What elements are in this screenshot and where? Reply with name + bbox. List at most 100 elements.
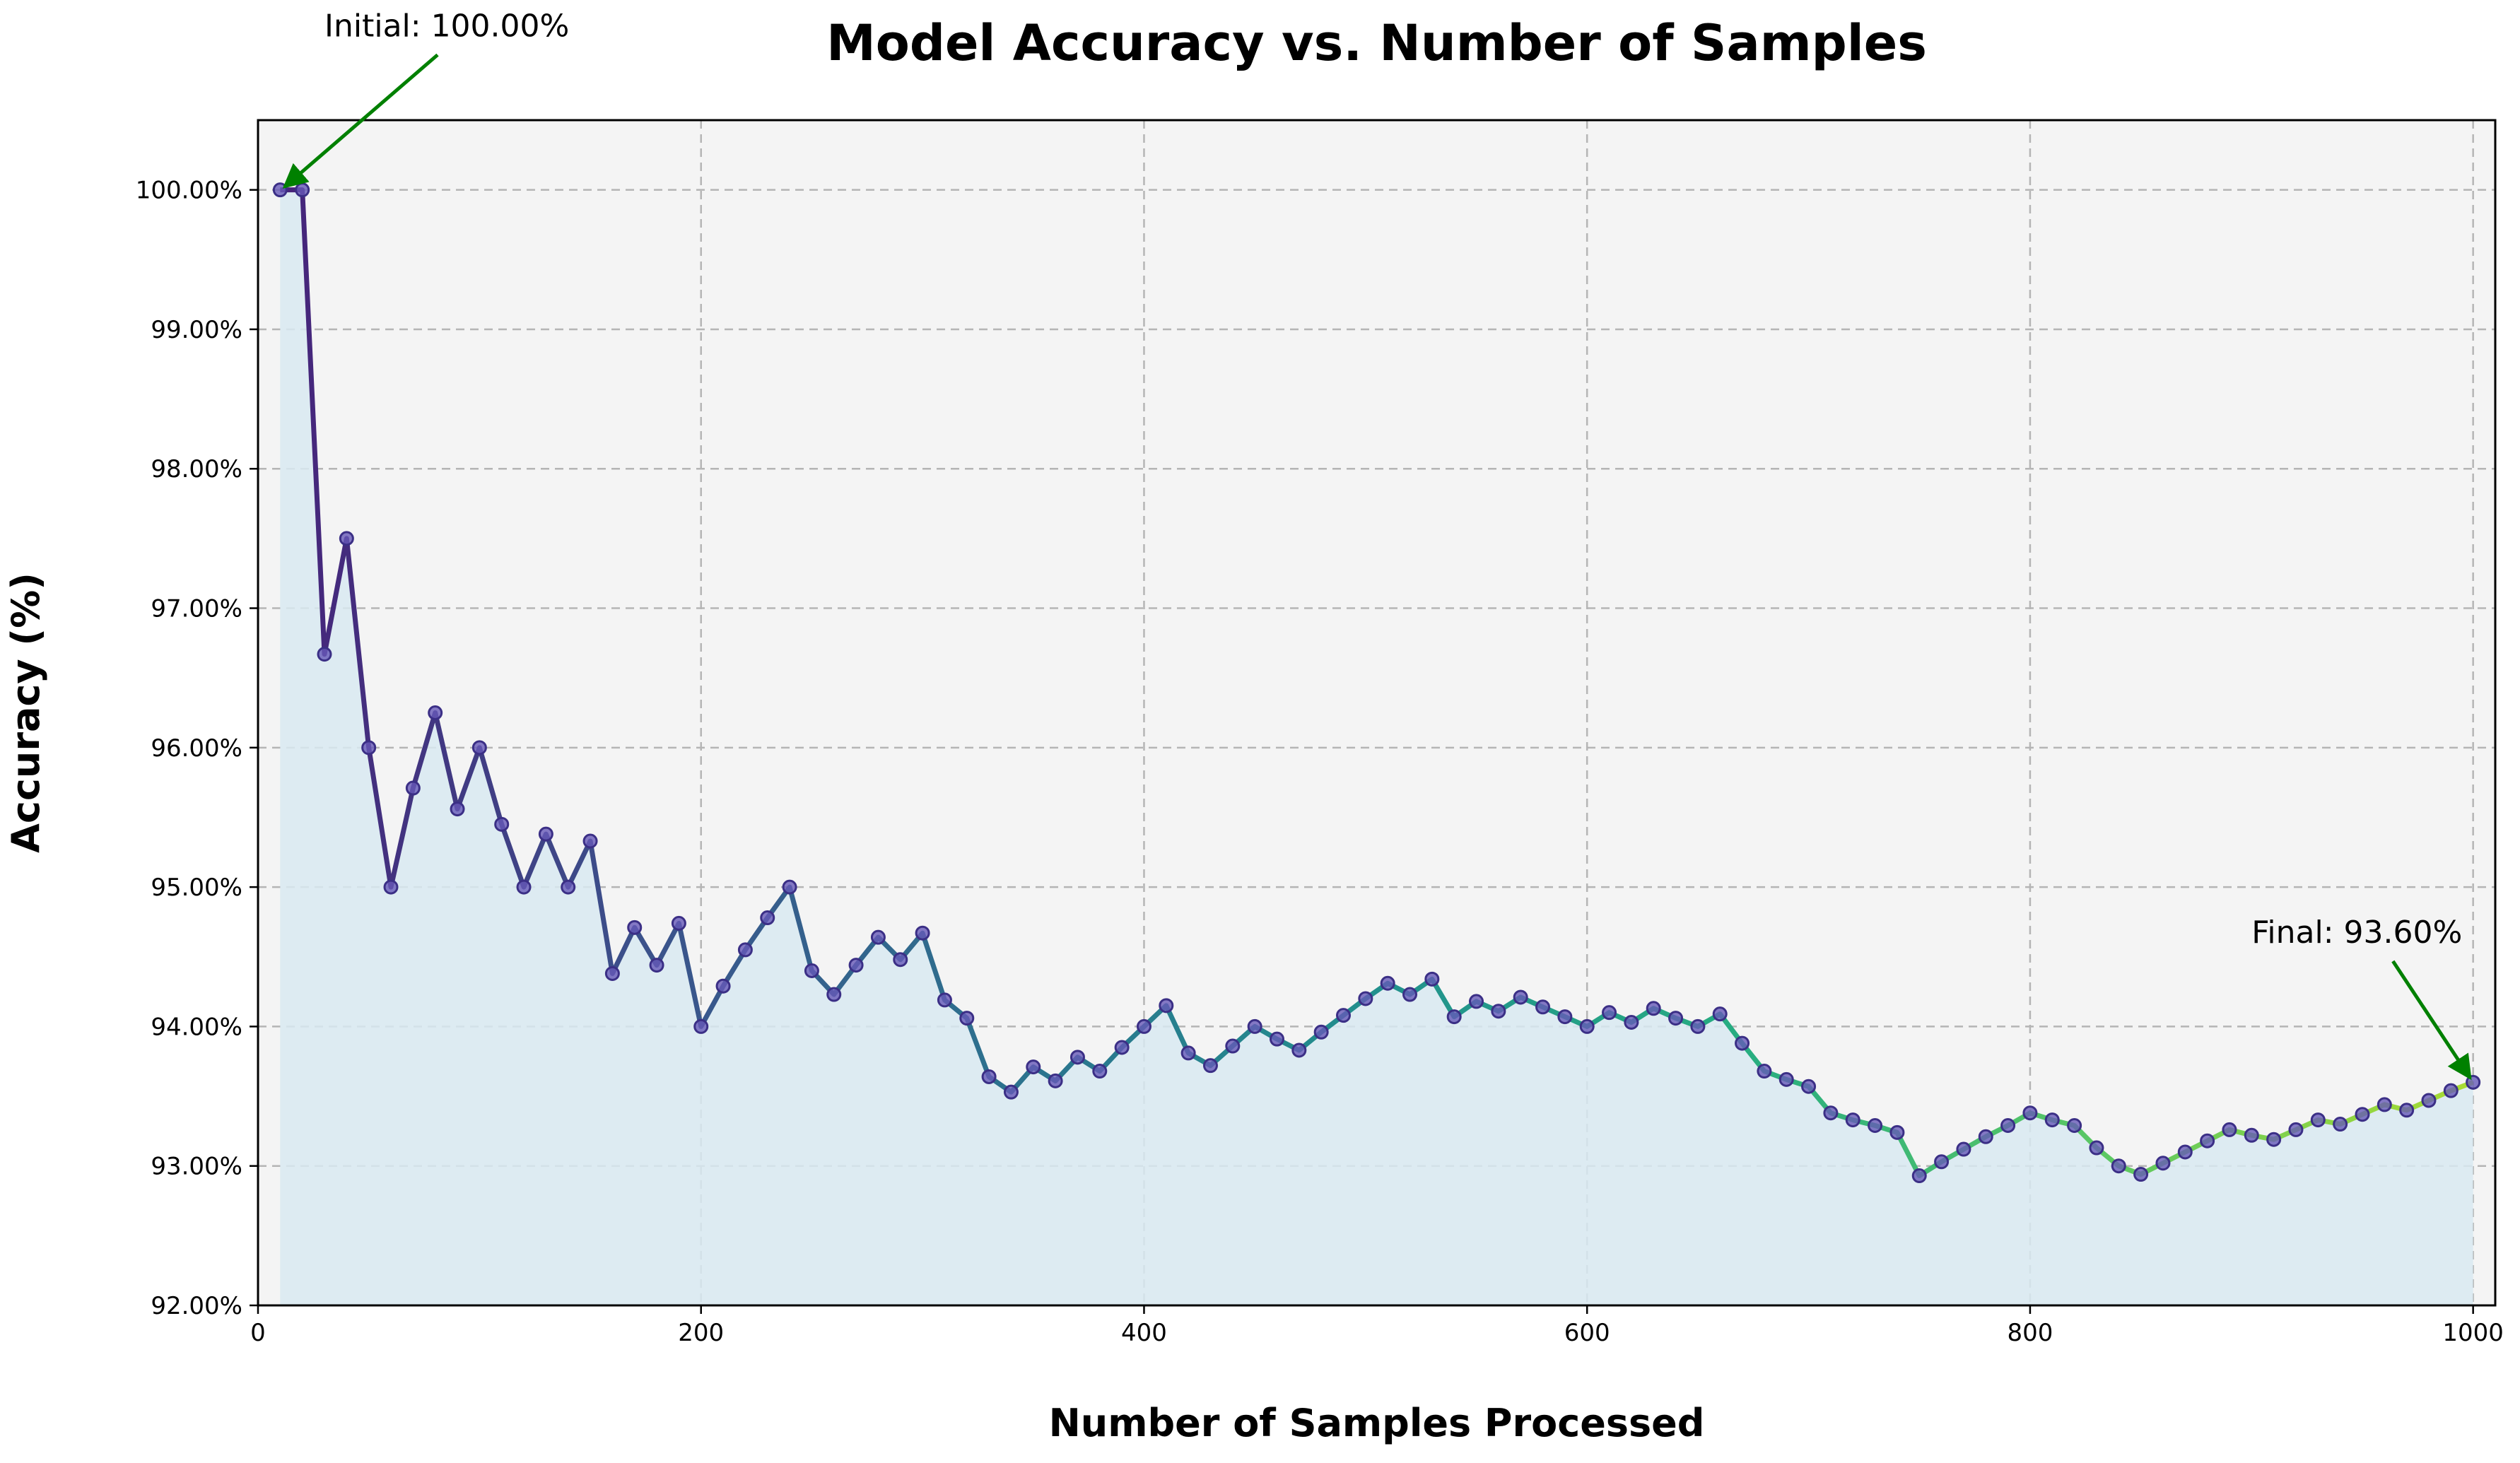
data-point bbox=[2200, 1133, 2215, 1148]
x-axis-ticks: 0 200 400 600 800 1000 bbox=[250, 1305, 2504, 1347]
data-point bbox=[1712, 1006, 1728, 1022]
x-tick-label: 200 bbox=[678, 1319, 724, 1347]
x-axis-label: Number of Samples Processed bbox=[1049, 1401, 1705, 1445]
data-point bbox=[804, 963, 819, 978]
accuracy-series-line bbox=[280, 187, 2474, 1179]
x-tick-label: 0 bbox=[250, 1319, 266, 1347]
data-point bbox=[760, 910, 775, 926]
data-point bbox=[2111, 1158, 2126, 1174]
data-point bbox=[295, 182, 310, 198]
data-point bbox=[1446, 1009, 1462, 1025]
data-point bbox=[1889, 1124, 1905, 1140]
data-point bbox=[693, 1018, 709, 1034]
data-point bbox=[2377, 1097, 2392, 1112]
chart-title: Model Accuracy vs. Number of Samples bbox=[826, 14, 1927, 72]
data-point bbox=[1624, 1014, 1639, 1030]
data-point bbox=[2089, 1140, 2104, 1156]
data-point bbox=[1513, 989, 1528, 1005]
data-point bbox=[1579, 1018, 1595, 1034]
data-point bbox=[870, 929, 886, 945]
data-point bbox=[1978, 1129, 1993, 1144]
x-tick-label: 800 bbox=[2007, 1319, 2053, 1347]
data-point bbox=[582, 833, 598, 849]
y-axis-label: Accuracy (%) bbox=[4, 572, 48, 853]
data-point bbox=[2000, 1117, 2016, 1133]
data-point bbox=[450, 801, 465, 817]
y-tick-label: 100.00% bbox=[136, 177, 242, 205]
data-point bbox=[1069, 1050, 1085, 1065]
data-point bbox=[737, 942, 753, 958]
data-point bbox=[1003, 1084, 1019, 1100]
data-point bbox=[2244, 1127, 2259, 1143]
data-point bbox=[1934, 1154, 1950, 1170]
data-point bbox=[428, 705, 443, 720]
data-point bbox=[782, 879, 797, 895]
plot-frame bbox=[257, 119, 2497, 1307]
data-point bbox=[1602, 1005, 1617, 1021]
data-point bbox=[1778, 1071, 1794, 1087]
data-point bbox=[981, 1069, 997, 1084]
data-point bbox=[2266, 1132, 2282, 1147]
annotation-arrow-0 bbox=[282, 53, 439, 189]
data-point bbox=[494, 816, 510, 832]
data-point bbox=[1668, 1011, 1684, 1026]
data-point bbox=[1136, 1018, 1151, 1034]
data-point bbox=[1911, 1168, 1927, 1184]
data-point bbox=[1225, 1038, 1241, 1054]
x-tick-label: 400 bbox=[1121, 1319, 1167, 1347]
data-point bbox=[1048, 1073, 1063, 1088]
data-point bbox=[826, 987, 842, 1002]
data-point bbox=[915, 925, 930, 941]
data-point bbox=[1026, 1059, 1041, 1075]
data-point bbox=[2133, 1167, 2149, 1182]
data-point bbox=[959, 1011, 975, 1026]
data-point bbox=[2022, 1105, 2038, 1121]
data-point bbox=[361, 740, 377, 756]
data-point bbox=[848, 958, 864, 973]
data-point bbox=[671, 915, 686, 931]
data-point bbox=[1180, 1045, 1196, 1061]
data-point bbox=[1646, 1001, 1661, 1016]
x-tick-label: 1000 bbox=[2442, 1319, 2504, 1347]
data-point bbox=[2421, 1093, 2437, 1108]
data-point bbox=[2333, 1117, 2348, 1132]
data-point bbox=[715, 978, 731, 994]
data-point bbox=[2177, 1144, 2193, 1160]
data-point bbox=[1313, 1024, 1329, 1040]
data-point bbox=[1535, 999, 1551, 1015]
data-point bbox=[1823, 1105, 1839, 1121]
data-point bbox=[471, 740, 487, 756]
annotations: Initial: 100.00% Final: 93.60% bbox=[282, 8, 2472, 1081]
data-point bbox=[1757, 1064, 1772, 1079]
data-point bbox=[893, 952, 908, 968]
data-point bbox=[1159, 998, 1174, 1013]
data-point bbox=[1956, 1141, 1971, 1157]
data-points bbox=[272, 182, 2481, 1184]
data-point bbox=[649, 958, 664, 973]
data-point bbox=[1291, 1042, 1307, 1058]
data-point bbox=[1358, 991, 1373, 1006]
y-tick-label: 98.00% bbox=[151, 455, 242, 483]
data-point bbox=[1868, 1117, 1883, 1133]
y-tick-label: 95.00% bbox=[151, 874, 242, 902]
data-point bbox=[2443, 1083, 2459, 1098]
y-tick-label: 93.00% bbox=[151, 1153, 242, 1181]
filled-area bbox=[280, 189, 2473, 1305]
y-axis-ticks: 92.00% 93.00% 94.00% 95.00% 96.00% 97.00% 98.0… bbox=[136, 177, 258, 1320]
data-point bbox=[1735, 1035, 1750, 1051]
data-point bbox=[405, 780, 421, 796]
data-point bbox=[1269, 1031, 1284, 1047]
x-tick-label: 600 bbox=[1564, 1319, 1610, 1347]
data-point bbox=[937, 992, 952, 1008]
data-point bbox=[1557, 1009, 1573, 1025]
data-point bbox=[339, 531, 354, 546]
data-point bbox=[1114, 1040, 1130, 1055]
data-point bbox=[1380, 975, 1395, 991]
data-point bbox=[317, 647, 332, 662]
data-point bbox=[1845, 1112, 1860, 1128]
data-point bbox=[1690, 1018, 1706, 1034]
data-point bbox=[1424, 971, 1440, 987]
data-point bbox=[1402, 987, 1418, 1002]
data-point bbox=[2155, 1156, 2171, 1171]
